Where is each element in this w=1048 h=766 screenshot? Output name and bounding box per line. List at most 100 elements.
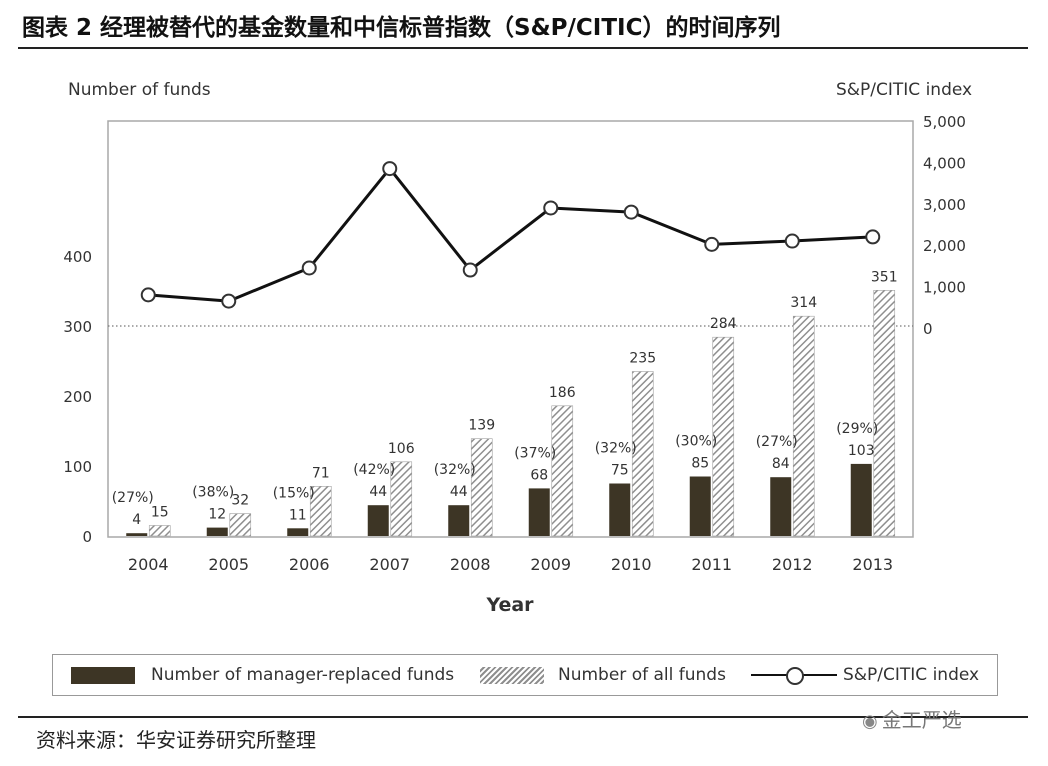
left-tick-label: 100 — [63, 458, 92, 476]
x-tick-label: 2008 — [450, 555, 491, 574]
replaced-value-label: 44 — [450, 484, 468, 500]
percent-label: (37%) — [514, 445, 556, 461]
top-rule — [18, 47, 1028, 49]
bar-manager-replaced — [770, 477, 792, 536]
index-point — [301, 260, 317, 276]
right-axis-title: S&P/CITIC index — [836, 80, 973, 100]
wechat-icon: ◉ — [862, 711, 878, 732]
bar-all-funds — [712, 336, 735, 537]
left-axis-title: Number of funds — [68, 80, 211, 100]
x-tick-label: 2011 — [691, 555, 732, 574]
percent-label: (27%) — [112, 490, 154, 506]
all-funds-value-label: 314 — [790, 295, 817, 311]
right-tick-label: 5,000 — [923, 113, 966, 131]
x-tick-label: 2005 — [208, 555, 249, 574]
bar-manager-replaced — [367, 505, 389, 536]
replaced-value-label: 4 — [132, 512, 141, 528]
legend-item-index: S&P/CITIC index — [751, 655, 979, 695]
bar-all-funds — [148, 525, 171, 537]
all-funds-value-label: 186 — [549, 385, 576, 401]
x-tick-label: 2010 — [611, 555, 652, 574]
right-tick-label: 2,000 — [923, 237, 966, 255]
bar-all-funds — [873, 289, 896, 537]
right-tick-label: 1,000 — [923, 279, 966, 297]
percent-label: (42%) — [353, 462, 395, 478]
replaced-value-label: 84 — [772, 456, 790, 472]
right-tick-label: 3,000 — [923, 196, 966, 214]
x-tick-label: 2004 — [128, 555, 169, 574]
percent-label: (38%) — [192, 485, 234, 501]
index-line — [148, 167, 873, 303]
all-funds-value-label: 32 — [231, 493, 249, 509]
bar-manager-replaced — [448, 505, 470, 536]
bar-manager-replaced — [609, 483, 631, 536]
all-funds-value-label: 351 — [871, 269, 898, 285]
watermark: ◉ 金工严选 — [862, 704, 962, 733]
figure-title: 图表 2 经理被替代的基金数量和中信标普指数（S&P/CITIC）的时间序列 — [22, 15, 781, 41]
bar-manager-replaced — [528, 488, 550, 536]
percent-label: (15%) — [273, 485, 315, 501]
bar-manager-replaced — [689, 476, 711, 536]
right-tick-label: 4,000 — [923, 154, 966, 172]
index-point — [704, 236, 720, 252]
replaced-value-label: 103 — [848, 443, 875, 459]
legend-swatch-hatched-bar — [480, 666, 544, 684]
legend-label: Number of all funds — [558, 665, 726, 685]
plot-frame — [107, 120, 914, 538]
index-point — [784, 233, 800, 249]
replaced-value-label: 44 — [369, 484, 387, 500]
bar-all-funds — [551, 405, 574, 537]
legend-label: Number of manager-replaced funds — [151, 665, 455, 685]
replaced-value-label: 75 — [611, 463, 629, 479]
bottom-rule — [18, 716, 1028, 718]
index-point — [623, 204, 639, 220]
legend-label: S&P/CITIC index — [843, 665, 980, 685]
left-tick-label: 300 — [63, 318, 92, 336]
replaced-value-label: 85 — [691, 456, 709, 472]
x-tick-label: 2013 — [852, 555, 893, 574]
percent-label: (32%) — [595, 441, 637, 457]
replaced-value-label: 12 — [208, 507, 226, 523]
index-point — [140, 287, 156, 303]
index-point — [865, 229, 881, 245]
all-funds-value-label: 284 — [710, 316, 737, 332]
bar-manager-replaced — [287, 528, 309, 536]
watermark-text: 金工严选 — [881, 708, 962, 732]
all-funds-value-label: 235 — [629, 351, 656, 367]
bar-all-funds — [470, 438, 493, 537]
all-funds-value-label: 71 — [312, 465, 330, 481]
all-funds-value-label: 15 — [151, 505, 169, 521]
left-tick-label: 200 — [63, 388, 92, 406]
x-axis-title: Year — [485, 594, 534, 616]
left-tick-label: 400 — [63, 248, 92, 266]
percent-label: (30%) — [675, 434, 717, 450]
index-point — [382, 161, 398, 177]
x-tick-label: 2012 — [772, 555, 813, 574]
x-tick-label: 2009 — [530, 555, 571, 574]
right-tick-label: 0 — [923, 320, 933, 338]
all-funds-value-label: 106 — [388, 441, 415, 457]
legend-item-replaced: Number of manager-replaced funds — [71, 655, 454, 695]
legend: Number of manager-replaced funds Number … — [52, 654, 998, 696]
bar-manager-replaced — [206, 527, 228, 536]
x-tick-label: 2007 — [369, 555, 410, 574]
percent-label: (29%) — [836, 421, 878, 437]
source-note: 资料来源：华安证券研究所整理 — [36, 728, 316, 752]
percent-label: (32%) — [434, 462, 476, 478]
bar-all-funds — [309, 485, 332, 537]
x-tick-label: 2006 — [289, 555, 330, 574]
legend-item-all-funds: Number of all funds — [480, 655, 726, 695]
bar-manager-replaced — [126, 533, 148, 536]
bar-all-funds — [631, 371, 654, 537]
replaced-value-label: 68 — [530, 467, 548, 483]
bar-all-funds — [792, 315, 815, 537]
bar-all-funds — [229, 513, 252, 537]
index-point — [221, 293, 237, 309]
all-funds-value-label: 139 — [468, 418, 495, 434]
bar-manager-replaced — [850, 463, 872, 536]
left-tick-label: 0 — [82, 528, 92, 546]
replaced-value-label: 11 — [289, 507, 307, 523]
index-point — [543, 200, 559, 216]
bar-all-funds — [390, 461, 413, 537]
